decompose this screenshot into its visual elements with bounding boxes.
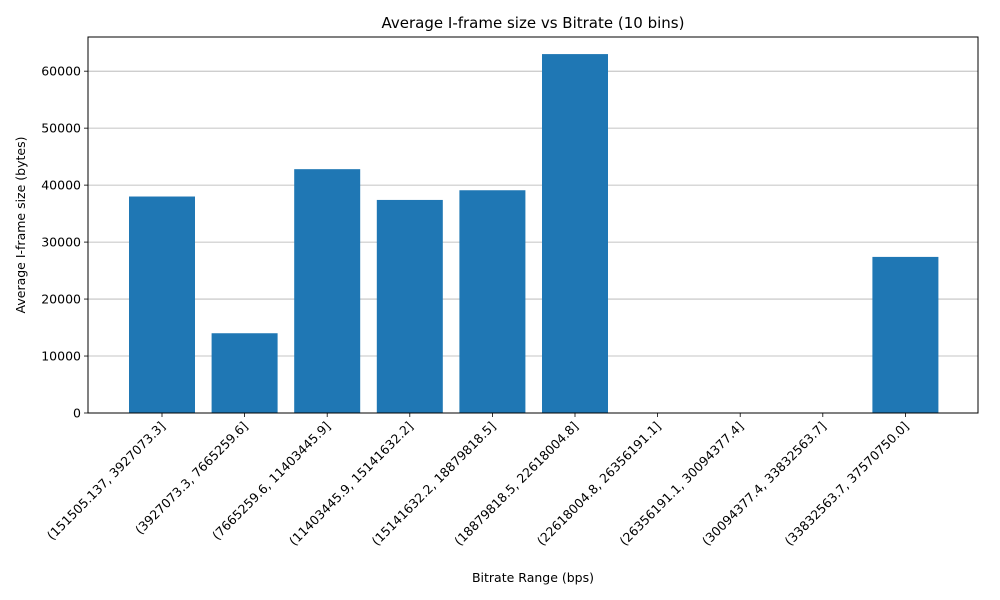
x-axis: (151505.137, 3927073.3](3927073.3, 76652… bbox=[44, 413, 912, 548]
y-tick-label: 60000 bbox=[41, 64, 81, 79]
bars bbox=[129, 54, 939, 413]
y-tick-label: 20000 bbox=[41, 292, 81, 307]
y-tick-label: 50000 bbox=[41, 121, 81, 136]
y-tick-label: 10000 bbox=[41, 349, 81, 364]
bar bbox=[129, 196, 195, 413]
bar bbox=[211, 333, 278, 413]
plot-frame bbox=[87, 36, 979, 414]
y-tick-label: 0 bbox=[73, 406, 81, 421]
y-axis-label: Average I-frame size (bytes) bbox=[13, 137, 28, 314]
bar bbox=[459, 190, 526, 413]
y-tick-label: 30000 bbox=[41, 235, 81, 250]
bar bbox=[294, 169, 361, 413]
bar bbox=[542, 54, 608, 413]
chart-title: Average I-frame size vs Bitrate (10 bins… bbox=[382, 14, 685, 32]
y-tick-label: 40000 bbox=[41, 178, 81, 193]
bar bbox=[376, 199, 443, 413]
x-axis-label: Bitrate Range (bps) bbox=[472, 570, 594, 585]
y-axis: 0 10000 20000 30000 40000 50000 60000 bbox=[41, 64, 88, 421]
bar bbox=[872, 256, 939, 413]
